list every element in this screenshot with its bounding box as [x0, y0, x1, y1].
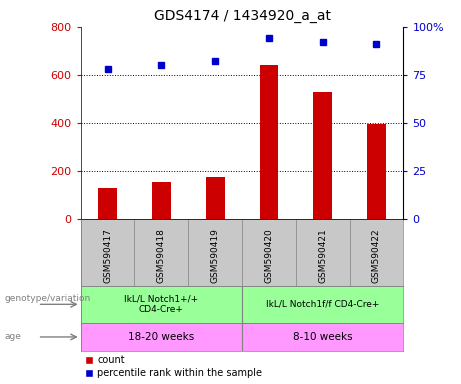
- Bar: [152, 182, 171, 219]
- Text: GSM590422: GSM590422: [372, 228, 381, 283]
- Bar: [260, 65, 278, 219]
- Text: GSM590419: GSM590419: [211, 228, 219, 283]
- Bar: [242, 286, 403, 323]
- Bar: [242, 323, 403, 351]
- Text: age: age: [5, 333, 22, 341]
- Bar: [313, 92, 332, 219]
- Text: GSM590417: GSM590417: [103, 228, 112, 283]
- Text: 8-10 weeks: 8-10 weeks: [293, 332, 353, 342]
- Legend: count, percentile rank within the sample: count, percentile rank within the sample: [86, 356, 262, 378]
- Text: genotype/variation: genotype/variation: [5, 294, 91, 303]
- Text: 18-20 weeks: 18-20 weeks: [128, 332, 195, 342]
- Title: GDS4174 / 1434920_a_at: GDS4174 / 1434920_a_at: [154, 9, 331, 23]
- Text: IkL/L Notch1+/+
CD4-Cre+: IkL/L Notch1+/+ CD4-Cre+: [124, 294, 198, 314]
- Text: IkL/L Notch1f/f CD4-Cre+: IkL/L Notch1f/f CD4-Cre+: [266, 300, 379, 309]
- Bar: [81, 286, 242, 323]
- Text: GSM590420: GSM590420: [265, 228, 273, 283]
- Bar: [206, 177, 225, 219]
- Bar: [98, 188, 117, 219]
- Text: GSM590421: GSM590421: [318, 228, 327, 283]
- Bar: [367, 124, 386, 219]
- Text: GSM590418: GSM590418: [157, 228, 166, 283]
- Bar: [81, 323, 242, 351]
